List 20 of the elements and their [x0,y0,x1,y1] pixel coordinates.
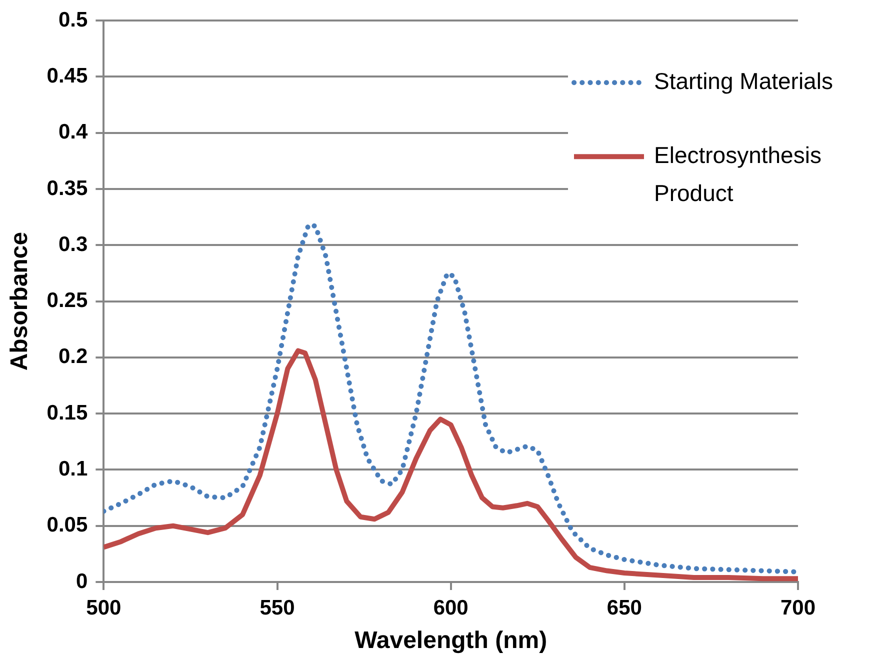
y-tick-label: 0.5 [58,8,88,32]
y-tick-label: 0.4 [58,120,88,144]
x-tick-label: 550 [260,596,295,620]
y-tick-label: 0.2 [58,345,88,368]
x-axis-title: Wavelength (nm) [354,627,548,654]
x-tick-label: 700 [780,596,816,620]
x-tick-label: 500 [86,596,122,620]
y-tick-label: 0.15 [46,401,88,424]
legend-label: Electrosynthesis Product [654,142,822,206]
legend-label: Starting Materials [654,68,833,94]
y-tick-label: 0.25 [46,289,88,312]
y-tick-label: 0.05 [46,514,88,537]
y-tick-label: 0.3 [58,232,88,256]
y-tick-label: 0.1 [58,458,88,481]
y-axis-title: Absorbance [6,232,34,371]
x-tick-label: 600 [433,596,468,620]
y-tick-label: 0.45 [46,64,88,88]
y-tick-label: 0 [76,570,88,593]
x-tick-label: 650 [606,596,642,620]
y-tick-label: 0.35 [46,176,88,200]
